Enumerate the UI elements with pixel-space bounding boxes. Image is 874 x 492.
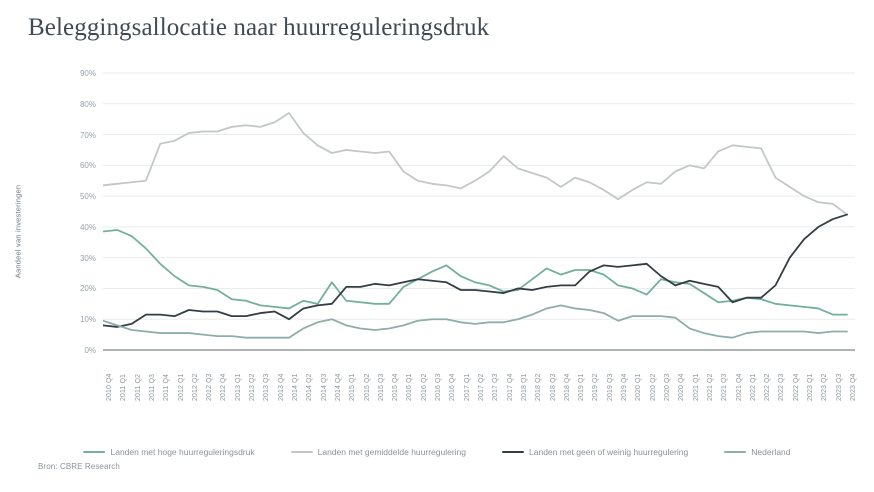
y-axis-tick-label: 60%: [79, 161, 96, 171]
x-axis-tick-label: 2012 Q1: [177, 373, 185, 401]
x-axis-tick-label: 2022 Q1: [749, 373, 757, 401]
legend-swatch-icon: [290, 450, 313, 454]
x-axis-tick-label: 2012 Q2: [191, 373, 199, 401]
legend-label: Nederland: [751, 447, 791, 457]
x-axis-tick-label: 2018 Q1: [520, 373, 528, 401]
y-axis-tick-label: 20%: [79, 284, 96, 294]
y-axis-tick-labels: 0% 10% 20% 30% 40% 50% 60% 70% 80% 90%: [56, 52, 96, 422]
x-axis-tick-label: 2017 Q2: [478, 373, 485, 401]
x-axis-tick-label: 2019 Q1: [578, 373, 586, 401]
x-axis-tick-label: 2016 Q3: [435, 373, 443, 401]
x-axis-tick-labels: 2010 Q4 2011 Q1 2011 Q2 2011 Q3 2011 Q4 2012 …: [103, 355, 857, 415]
x-axis-tick-label: 2022 Q2: [764, 373, 772, 401]
x-axis-tick-label: 2015 Q3: [377, 373, 385, 401]
x-axis-tick-label: 2018 Q4: [563, 373, 571, 401]
x-axis-tick-label: 2015 Q2: [363, 373, 371, 401]
x-axis-tick-label: 2021 Q2: [706, 373, 714, 401]
legend-swatch-icon: [724, 450, 747, 454]
x-axis-tick-label: 2014 Q4: [334, 373, 342, 401]
x-axis-tick-label: 2019 Q3: [606, 373, 614, 401]
legend-item[interactable]: Landen met gemiddelde huurregulering: [290, 447, 467, 457]
source-note: Bron: CBRE Research: [38, 462, 120, 471]
legend-swatch-icon: [502, 450, 525, 454]
x-axis-tick-label: 2017 Q1: [463, 373, 471, 401]
y-axis-tick-label: 40%: [79, 222, 96, 232]
legend-item[interactable]: Nederland: [724, 447, 791, 457]
plot-area: [103, 52, 855, 422]
y-axis-tick-label: 90%: [79, 69, 96, 78]
x-axis-tick-label: 2017 Q3: [492, 373, 500, 401]
legend-label: Landen met gemiddelde huurregulering: [317, 447, 467, 457]
legend-label: Landen met geen of weinig huurregulering: [529, 447, 689, 457]
y-axis-title: Aandeel van investeringen: [13, 184, 23, 279]
x-axis-tick-label: 2011 Q2: [134, 373, 142, 401]
x-axis-tick-label: 2023 Q1: [807, 373, 815, 401]
x-axis-tick-label: 2022 Q3: [778, 373, 786, 401]
chart-legend: Landen met hoge huurreguleringsdruk Lande…: [0, 440, 874, 464]
x-axis-tick-label: 2022 Q4: [792, 373, 800, 401]
legend-item[interactable]: Landen met hoge huurreguleringsdruk: [83, 447, 255, 457]
x-axis-tick-label: 2018 Q3: [549, 373, 557, 401]
y-axis-tick-label: 30%: [79, 253, 96, 263]
page-title: Beleggingsallocatie naar huurregulerings…: [28, 14, 490, 41]
x-axis-tick-label: 2013 Q1: [234, 373, 242, 401]
y-axis-tick-label: 80%: [79, 99, 96, 109]
y-axis-tick-label: 70%: [79, 130, 96, 140]
x-axis-tick-label: 2011 Q3: [148, 373, 156, 401]
x-axis-tick-label: 2020 Q2: [649, 373, 657, 401]
x-axis-tick-label: 2021 Q1: [692, 373, 700, 401]
series-line: [103, 304, 848, 339]
x-axis-tick-label: 2016 Q4: [449, 373, 457, 401]
legend-item[interactable]: Landen met geen of weinig huurregulering: [502, 447, 688, 457]
y-axis-tick-label: 10%: [79, 315, 96, 325]
x-axis-tick-label: 2020 Q4: [678, 373, 686, 401]
x-axis-tick-label: 2014 Q3: [320, 373, 328, 401]
x-axis-tick-label: 2013 Q2: [249, 373, 257, 401]
x-axis-tick-label: 2010 Q4: [106, 373, 113, 401]
x-axis-tick-label: 2012 Q3: [206, 373, 214, 401]
x-axis-tick-label: 2016 Q2: [420, 373, 428, 401]
x-axis-tick-label: 2023 Q2: [821, 373, 829, 401]
y-axis-tick-label: 50%: [79, 192, 96, 202]
x-axis-tick-label: 2011 Q1: [120, 373, 128, 401]
x-axis-tick-label: 2014 Q1: [292, 373, 299, 401]
x-axis-tick-label: 2019 Q2: [592, 373, 600, 401]
x-axis-tick-label: 2015 Q4: [392, 373, 400, 401]
series-line: [103, 213, 848, 328]
x-axis-tick-label: 2015 Q1: [349, 373, 357, 401]
x-axis-tick-label: 2016 Q1: [406, 373, 414, 401]
legend-label: Landen met hoge huurreguleringsdruk: [110, 447, 255, 457]
legend-swatch-icon: [83, 450, 106, 454]
x-axis-tick-label: 2014 Q2: [306, 373, 314, 401]
x-axis-tick-label: 2019 Q4: [621, 373, 629, 401]
x-axis-tick-label: 2023 Q3: [835, 373, 843, 401]
series-line: [103, 112, 848, 216]
y-axis-tick-label: 0%: [84, 346, 96, 355]
x-axis-tick-label: 2013 Q3: [263, 373, 271, 401]
x-axis-tick-label: 2020 Q3: [664, 373, 671, 401]
chart-svg: [103, 72, 855, 351]
series-line: [103, 229, 848, 316]
x-axis-tick-label: 2021 Q3: [721, 373, 729, 401]
x-axis-tick-label: 2021 Q4: [735, 373, 743, 401]
x-axis-tick-label: 2013 Q4: [277, 373, 285, 401]
x-axis-tick-label: 2018 Q2: [535, 373, 543, 401]
chart-container: Aandeel van investeringen 0% 10% 20% 30% 40%…: [0, 52, 874, 422]
x-axis-tick-label: 2012 Q4: [220, 373, 228, 401]
x-axis-tick-label: 2011 Q4: [163, 373, 171, 401]
x-axis-tick-label: 2023 Q4: [850, 373, 857, 401]
x-axis-tick-label: 2017 Q4: [506, 373, 514, 401]
x-axis-tick-label: 2020 Q1: [635, 373, 643, 401]
